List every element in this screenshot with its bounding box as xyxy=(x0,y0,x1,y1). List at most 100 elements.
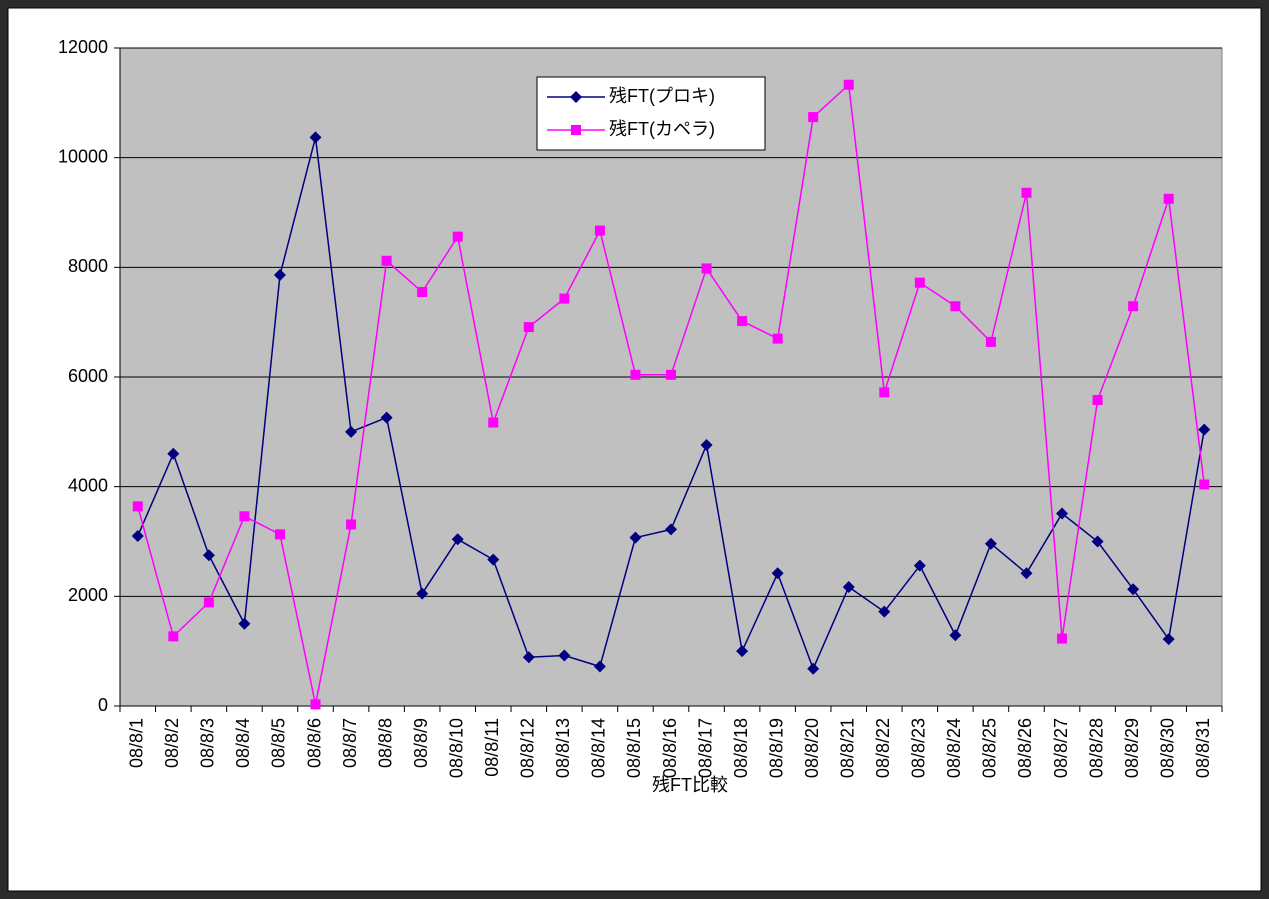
point xyxy=(1162,633,1175,646)
x-tick-label: 08/8/19 xyxy=(766,718,786,778)
x-tick-label: 08/8/10 xyxy=(446,718,466,778)
point xyxy=(878,605,891,618)
point xyxy=(310,699,321,710)
y-tick-label: 0 xyxy=(98,695,108,715)
point xyxy=(1056,507,1069,520)
point xyxy=(913,559,926,572)
x-tick-label: 08/8/25 xyxy=(980,718,1000,778)
point xyxy=(132,501,143,512)
x-tick-label: 08/8/8 xyxy=(375,718,395,768)
y-tick-label: 12000 xyxy=(58,37,108,57)
point xyxy=(593,660,606,673)
x-tick-label: 08/8/20 xyxy=(802,718,822,778)
point xyxy=(452,231,463,242)
point xyxy=(949,629,962,642)
legend-marker xyxy=(570,91,582,103)
point xyxy=(1021,187,1032,198)
point xyxy=(629,531,642,544)
x-tick-label: 08/8/26 xyxy=(1015,718,1035,778)
x-tick-label: 08/8/23 xyxy=(909,718,929,778)
point xyxy=(914,277,925,288)
point xyxy=(665,523,677,536)
point xyxy=(985,336,996,347)
x-tick-label: 08/8/7 xyxy=(340,718,360,768)
point xyxy=(273,269,286,282)
x-axis-title: 残FT比較 xyxy=(652,775,728,795)
point xyxy=(416,587,429,600)
point xyxy=(346,519,357,530)
point xyxy=(701,263,712,274)
point xyxy=(843,79,854,90)
point xyxy=(1127,583,1140,596)
point xyxy=(1057,633,1068,644)
x-tick-label: 08/8/16 xyxy=(660,718,680,778)
x-tick-label: 08/8/29 xyxy=(1122,718,1142,778)
y-tick-label: 8000 xyxy=(68,256,108,276)
legend: 残FT(プロキ) 残FT(カペラ) xyxy=(536,76,766,151)
point xyxy=(737,316,748,327)
point xyxy=(700,438,713,451)
x-tick-label: 08/8/11 xyxy=(482,718,502,777)
point xyxy=(203,597,214,608)
x-tick-label: 08/8/18 xyxy=(731,718,751,778)
point xyxy=(238,617,251,630)
y-tick-label: 10000 xyxy=(58,146,108,166)
point xyxy=(984,537,997,550)
legend-label: 残FT(カペラ) xyxy=(609,119,715,139)
x-tick-label: 08/8/3 xyxy=(198,718,218,768)
y-tick-label: 2000 xyxy=(68,585,108,605)
point xyxy=(1198,423,1211,436)
x-tick-label: 08/8/9 xyxy=(411,718,431,768)
x-tick-label: 08/8/13 xyxy=(553,718,573,778)
point xyxy=(309,131,322,144)
point xyxy=(380,411,393,424)
x-tick-label: 08/8/27 xyxy=(1051,718,1071,778)
point xyxy=(239,511,250,522)
point xyxy=(772,333,783,344)
point xyxy=(381,255,392,266)
point xyxy=(736,645,749,658)
point xyxy=(1199,479,1210,490)
point xyxy=(488,417,499,428)
point xyxy=(808,112,819,123)
x-tick-label: 08/8/22 xyxy=(873,718,893,778)
x-tick-label: 08/8/1 xyxy=(127,718,147,768)
legend-marker xyxy=(571,125,581,135)
y-tick-label: 4000 xyxy=(68,475,108,495)
y-tick-label: 6000 xyxy=(68,366,108,386)
point xyxy=(1128,301,1139,312)
x-tick-label: 08/8/2 xyxy=(162,718,182,768)
point xyxy=(523,322,534,333)
point xyxy=(558,649,571,662)
point xyxy=(202,549,215,562)
point xyxy=(771,567,784,580)
point xyxy=(167,447,180,460)
point xyxy=(559,293,570,304)
point xyxy=(487,553,500,566)
x-tick-label: 08/8/6 xyxy=(304,718,324,768)
x-tick-label: 08/8/21 xyxy=(837,718,857,778)
point xyxy=(1163,193,1174,204)
point xyxy=(522,651,535,664)
point xyxy=(630,369,641,380)
point xyxy=(807,662,820,675)
x-tick-label: 08/8/24 xyxy=(944,718,964,778)
legend-box xyxy=(536,76,766,151)
x-tick-label: 08/8/31 xyxy=(1193,718,1213,778)
point xyxy=(1092,395,1103,406)
x-tick-label: 08/8/28 xyxy=(1086,718,1106,778)
point xyxy=(1091,535,1104,548)
x-tick-label: 08/8/12 xyxy=(518,718,538,778)
point xyxy=(345,425,358,438)
point xyxy=(879,387,890,398)
point xyxy=(1020,567,1033,580)
point xyxy=(950,301,961,312)
point xyxy=(274,529,285,540)
x-tick-label: 08/8/5 xyxy=(269,718,289,768)
point xyxy=(417,287,428,298)
x-tick-label: 08/8/14 xyxy=(589,718,609,778)
point xyxy=(451,533,464,546)
point xyxy=(168,631,179,642)
